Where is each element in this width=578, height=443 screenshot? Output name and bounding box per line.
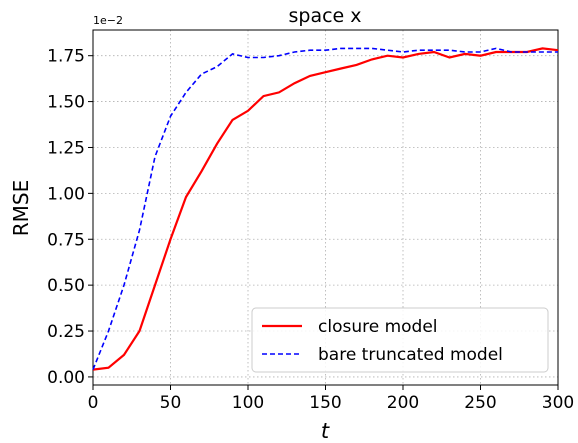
x-tick-label: 150 [309, 393, 341, 413]
legend-label: closure model [318, 317, 438, 337]
y-axis-label: RMSE [9, 180, 33, 236]
y-tick-label: 1.50 [47, 93, 85, 113]
plot-frame [92, 29, 559, 386]
y-tick-label: 0.50 [47, 276, 85, 296]
legend: closure model bare truncated model [251, 307, 549, 373]
y-tick-label: 1.25 [47, 138, 85, 158]
x-tick-label: 100 [232, 393, 264, 413]
legend-label: bare truncated model [318, 345, 503, 365]
series-line [92, 47, 558, 370]
legend-box [251, 307, 549, 373]
y-tick-label: 0.25 [47, 322, 85, 342]
x-axis-label: t [321, 419, 330, 443]
x-tick-label: 50 [160, 393, 182, 413]
y-tick-label: 1.75 [47, 47, 85, 67]
y-tick-label: 1.00 [47, 184, 85, 204]
y-tick-label: 0.75 [47, 230, 85, 250]
x-tick-label: 250 [464, 393, 496, 413]
series-line [92, 47, 559, 371]
x-tick-label: 0 [88, 393, 99, 413]
chart-title: space x [288, 5, 361, 27]
y-tick-label: 0.00 [47, 368, 85, 388]
y-offset-text: 1e−2 [93, 14, 123, 27]
x-tick-label: 200 [387, 393, 419, 413]
x-tick-label: 300 [542, 393, 574, 413]
